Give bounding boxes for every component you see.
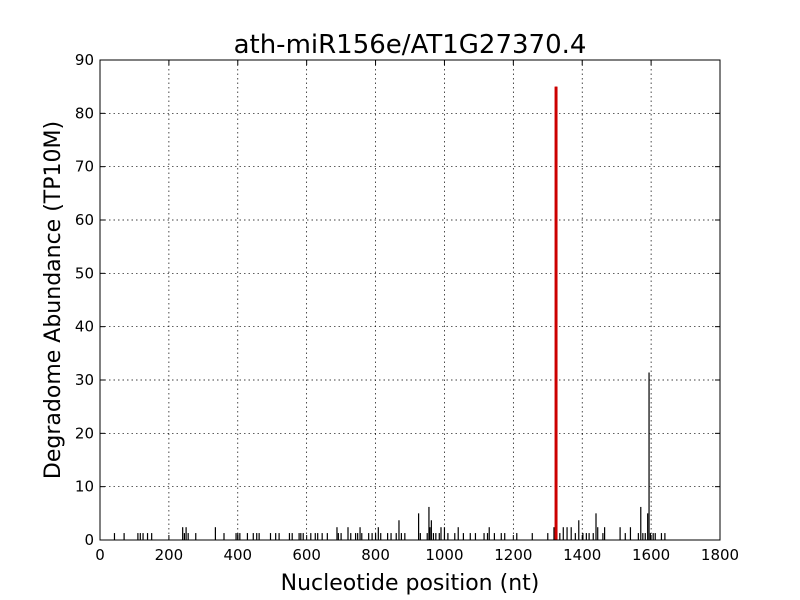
- x-tick-label: 1400: [563, 546, 601, 564]
- x-tick-label: 0: [95, 546, 105, 564]
- x-tick-label: 200: [155, 546, 184, 564]
- y-tick-label: 50: [75, 264, 94, 282]
- x-tick-label: 400: [223, 546, 252, 564]
- x-tick-label: 1800: [701, 546, 739, 564]
- x-tick-label: 1600: [632, 546, 670, 564]
- chart-title: ath-miR156e/AT1G27370.4: [234, 30, 587, 60]
- y-axis-label: Degradome Abundance (TP10M): [41, 121, 66, 479]
- y-tick-label: 40: [75, 318, 94, 336]
- y-tick-label: 30: [75, 371, 94, 389]
- plot-frame: [99, 59, 721, 541]
- x-tick-label: 600: [292, 546, 321, 564]
- x-tick-label: 800: [361, 546, 390, 564]
- y-tick-label: 80: [75, 104, 94, 122]
- y-tick-label: 20: [75, 424, 94, 442]
- x-tick-label: 1200: [494, 546, 532, 564]
- y-tick-label: 60: [75, 211, 94, 229]
- x-axis-label: Nucleotide position (nt): [281, 571, 540, 596]
- axis-ticks: 0 200 400 600 800 1000 1200 1400 1600 1800 0 10 20 30…: [75, 51, 739, 564]
- data-bars: [113, 86, 666, 540]
- y-tick-label: 0: [84, 531, 94, 549]
- y-tick-label: 10: [75, 478, 94, 496]
- y-tick-label: 90: [75, 51, 94, 69]
- plot-area: [100, 60, 720, 540]
- y-tick-label: 70: [75, 158, 94, 176]
- x-tick-label: 1000: [425, 546, 463, 564]
- grid-lines: [100, 60, 720, 540]
